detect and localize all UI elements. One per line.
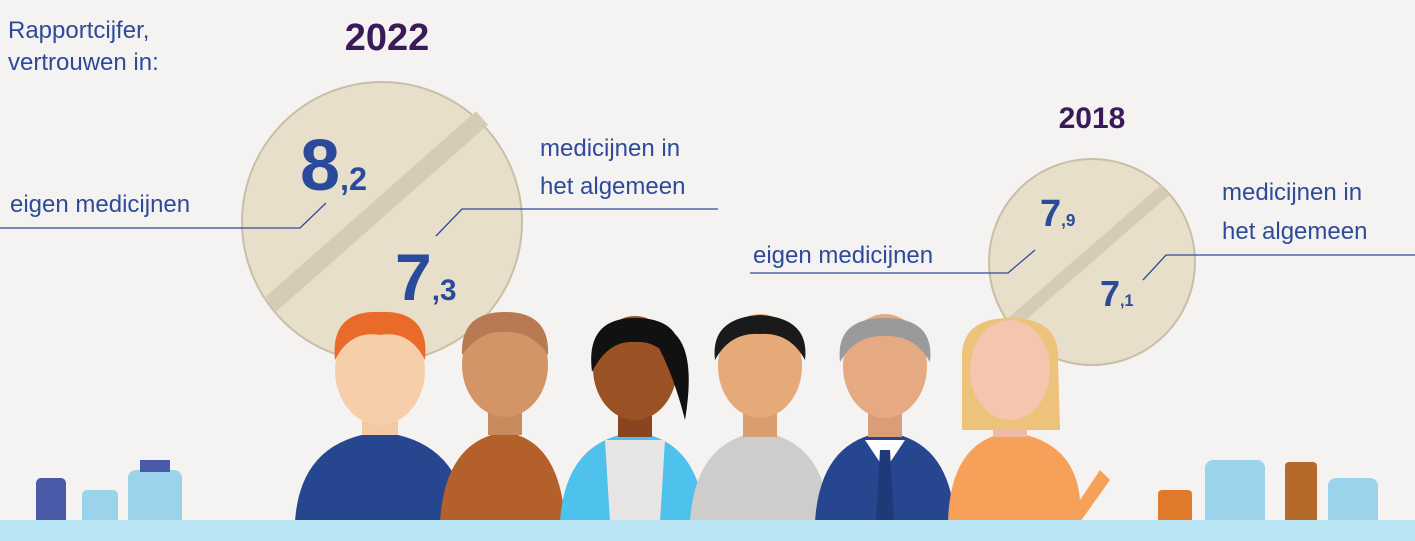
label: medicijnen in: [1222, 179, 1362, 206]
bottle: [1285, 462, 1317, 528]
infographic: Rapportcijfer, vertrouwen in: 2022 8,2 7…: [0, 0, 1415, 541]
shelf: [0, 520, 1415, 541]
label: medicijnen in: [540, 135, 680, 162]
bottle: [1205, 460, 1265, 528]
title-line: Rapportcijfer,: [8, 17, 149, 44]
year: 2018: [1059, 102, 1126, 135]
label: het algemeen: [1222, 218, 1367, 245]
label: eigen medicijnen: [753, 242, 933, 269]
label: het algemeen: [540, 173, 685, 200]
year: 2022: [345, 17, 430, 59]
title-line: vertrouwen in:: [8, 49, 159, 76]
bottle: [128, 470, 182, 528]
background: [0, 0, 1415, 541]
bottle-cap: [140, 460, 170, 472]
label: eigen medicijnen: [10, 191, 190, 218]
